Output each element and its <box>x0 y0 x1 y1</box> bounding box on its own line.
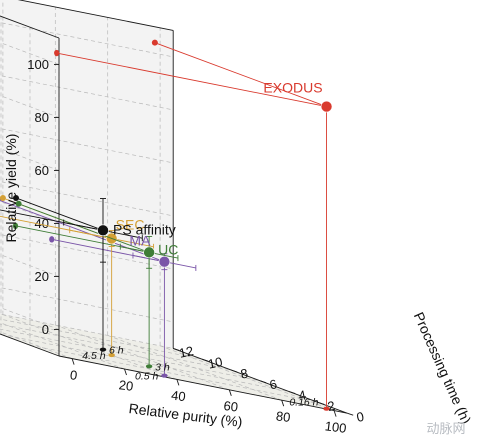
projection-dot <box>151 39 158 46</box>
projection-dot <box>13 194 19 201</box>
y-tick-label: 20 <box>35 269 49 284</box>
grid-line <box>0 331 73 359</box>
tick-mark <box>71 358 75 365</box>
x-tick-label: 20 <box>118 377 134 394</box>
tick-mark <box>318 401 325 405</box>
tick-mark <box>281 400 285 407</box>
series-label: EXODUS <box>263 80 322 96</box>
data-point <box>320 100 333 113</box>
series-label: UC <box>158 241 178 257</box>
y-tick-label: 40 <box>35 216 49 231</box>
projection-dot <box>0 195 6 201</box>
projection-dot <box>54 49 60 57</box>
data-point <box>97 224 109 237</box>
projection-dot <box>323 406 330 411</box>
grid-line <box>0 307 60 330</box>
time-label: 0.16 h <box>289 397 318 409</box>
series-label: PS affinity <box>113 221 176 237</box>
projection-dot <box>161 373 168 378</box>
x-tick-label: 100 <box>324 418 347 436</box>
tick-mark <box>347 412 354 416</box>
watermark: 动脉网 <box>426 421 465 436</box>
tick-mark <box>173 347 180 351</box>
back-pane <box>0 0 174 349</box>
grid-line <box>0 42 60 65</box>
projection-dot <box>145 364 153 369</box>
chart-ticks: 0 20 40 60 80 100 0 20 40 60 80 100 0 2 4 6 8 10 12 <box>27 57 365 436</box>
projection-dot <box>15 200 22 207</box>
z-tick-label: 4 <box>297 387 307 403</box>
drop-line-back <box>18 203 150 253</box>
time-label: 0.5 h <box>135 371 159 383</box>
z-tick-label: 8 <box>239 366 249 382</box>
x-tick-label: 60 <box>223 398 239 415</box>
time-label: 3 h <box>155 361 170 373</box>
tick-mark <box>228 389 232 396</box>
z-axis-title: Processing time (h) <box>411 310 475 427</box>
y-tick-label: 100 <box>27 57 49 72</box>
projection-dot <box>99 347 107 352</box>
drop-line-back <box>0 200 165 263</box>
tick-mark <box>202 358 209 362</box>
tick-mark <box>260 380 267 384</box>
data-point <box>158 255 171 268</box>
box-edge <box>0 333 60 357</box>
time-label: 6 h <box>109 345 124 357</box>
data-point <box>143 246 155 259</box>
x-tick-label: 80 <box>275 408 291 425</box>
series-label: MA <box>129 233 151 249</box>
box-edge <box>17 0 174 31</box>
tick-mark <box>231 369 238 373</box>
x-tick-label: 40 <box>170 388 186 405</box>
grid-line <box>55 324 230 391</box>
tick-mark <box>124 368 127 376</box>
y-axis-title: Relative yield (%) <box>3 134 19 243</box>
z-tick-label: 10 <box>207 354 224 372</box>
projection-dot <box>49 236 55 243</box>
y-tick-label: 80 <box>35 110 49 125</box>
z-tick-label: 2 <box>326 398 336 414</box>
drop-line-back <box>15 197 104 231</box>
series-label: SEC <box>116 217 145 233</box>
projection-dot <box>12 222 19 230</box>
box-edge <box>0 15 60 39</box>
y-tick-label: 0 <box>42 322 49 337</box>
drop-line-left <box>56 52 327 108</box>
tick-mark <box>289 391 296 395</box>
projection-dot <box>108 353 115 358</box>
z-tick-label: 12 <box>178 343 195 361</box>
tick-mark <box>176 379 180 386</box>
y-tick-label: 60 <box>35 163 49 178</box>
drop-line-back <box>154 42 327 108</box>
z-tick-label: 6 <box>268 376 278 392</box>
grid-line <box>0 201 60 224</box>
tick-mark <box>333 410 337 417</box>
x-tick-label: 0 <box>69 367 78 383</box>
time-label: 4.5 h <box>82 350 106 362</box>
box-edge <box>58 355 348 414</box>
chart-data-marks <box>0 39 333 411</box>
z-tick-label: 0 <box>355 409 365 425</box>
